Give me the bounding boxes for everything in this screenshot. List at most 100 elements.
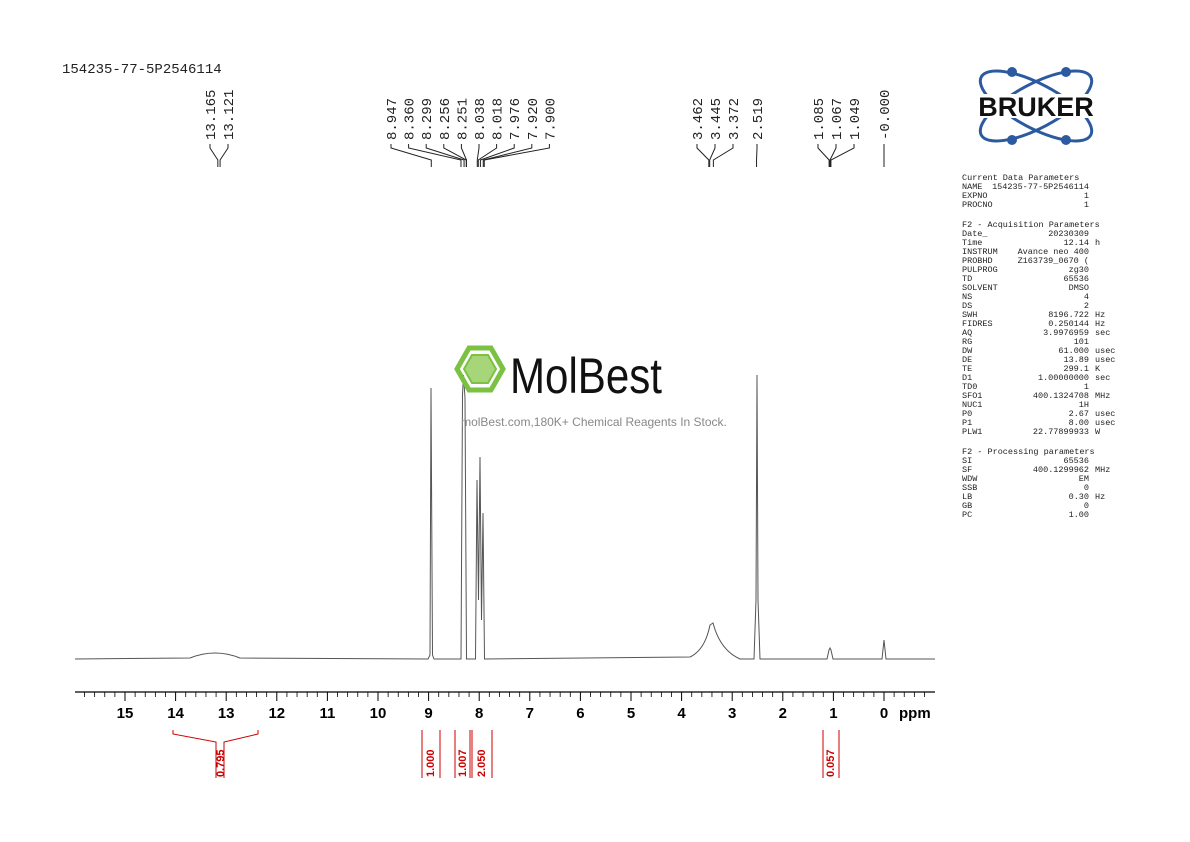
spectrum-trace [74, 374, 935, 660]
peak-connector [482, 144, 533, 167]
peak-label: 13.121 [222, 90, 238, 140]
x-tick-label: 6 [576, 705, 584, 722]
param-value: 8196.722 [1048, 310, 1089, 320]
peak-label: 1.067 [830, 98, 846, 140]
param-name: DE [962, 355, 972, 365]
watermark-brand: MolBest [510, 348, 662, 404]
peak-connector [709, 144, 716, 167]
x-tick-label: 13 [218, 705, 235, 722]
peak-label: 1.049 [848, 98, 864, 140]
peak-label: -0.000 [878, 90, 894, 140]
param-value: 8.00 [1069, 418, 1089, 428]
param-name: WDW [962, 474, 978, 484]
param-value: 1.00000000 [1038, 373, 1089, 383]
param-unit: usec [1095, 418, 1115, 428]
param-value: 0.30 [1069, 492, 1089, 502]
peak-connector [817, 144, 830, 167]
param-section-title: F2 - Processing parameters [962, 447, 1095, 457]
peak-label: 3.372 [727, 98, 743, 140]
peak-connector [712, 144, 734, 167]
param-value: 0.250144 [1048, 319, 1089, 329]
peak-label: 8.360 [403, 98, 419, 140]
param-unit: MHz [1095, 391, 1110, 401]
x-tick-label: 14 [167, 705, 184, 722]
param-name: P0 [962, 409, 972, 419]
logo-dot [1007, 135, 1017, 145]
param-value: 0 [1084, 483, 1089, 493]
param-name: SSB [962, 483, 977, 493]
integral-label: 1.000 [425, 749, 437, 777]
param-name: D1 [962, 373, 972, 383]
param-value: EM [1079, 474, 1089, 484]
integral-bracket [454, 730, 471, 778]
param-unit: sec [1095, 373, 1110, 383]
peak-label: 8.251 [455, 98, 471, 140]
param-value: 65536 [1063, 456, 1089, 466]
logo-dot [1007, 67, 1017, 77]
param-name: TD0 [962, 382, 977, 392]
logo-backing [958, 94, 1116, 118]
watermark-icon [454, 345, 506, 393]
param-name: RG [962, 337, 972, 347]
watermark: MolBest molBest.com,180K+ Chemical Reage… [454, 345, 727, 429]
x-tick-label: 5 [627, 705, 635, 722]
x-tick-label: 0 [880, 705, 888, 722]
x-tick-label: 9 [424, 705, 432, 722]
axis-unit: ppm [899, 705, 931, 722]
param-name: EXPNO [962, 191, 988, 201]
peak-connector [390, 144, 432, 167]
peak-connector [829, 144, 837, 167]
param-value: zg30 [1069, 265, 1089, 275]
param-name: DW [962, 346, 973, 356]
param-value: 2.67 [1069, 409, 1089, 419]
param-name: SF [962, 465, 972, 475]
param-value: 3.9976959 [1043, 328, 1089, 338]
peak-connector [479, 144, 515, 167]
logo-dot [1061, 67, 1071, 77]
param-value: 1.00 [1069, 510, 1089, 520]
peak-connector [830, 144, 855, 167]
integral-label: 0.057 [825, 749, 837, 777]
peak-connector [483, 144, 550, 167]
peak-label: 8.947 [385, 98, 401, 140]
param-value: Avance neo 400 [1018, 247, 1089, 257]
param-unit: MHz [1095, 465, 1110, 475]
logo-orbit [978, 69, 1094, 143]
x-tick-label: 2 [779, 705, 787, 722]
param-name: PROBHD [962, 256, 993, 266]
param-name: PROCNO [962, 200, 993, 210]
x-tick-label: 11 [319, 705, 335, 722]
peak-connector [443, 144, 467, 167]
param-value: 400.1324708 [1033, 391, 1089, 401]
peak-label: 3.462 [691, 98, 707, 140]
param-name: PULPROG [962, 265, 998, 275]
param-value: 400.1299962 [1033, 465, 1089, 475]
logo-orbit [978, 69, 1094, 143]
peak-label: 13.165 [204, 90, 220, 140]
param-name: TE [962, 364, 972, 374]
param-name: DS [962, 301, 972, 311]
param-name: SI [962, 456, 972, 466]
peak-label: 2.519 [751, 98, 767, 140]
param-name: SWH [962, 310, 977, 320]
param-value: 1H [1079, 400, 1089, 410]
x-tick-label: 12 [268, 705, 285, 722]
peak-label: 3.445 [709, 98, 725, 140]
param-name: FIDRES [962, 319, 993, 329]
param-value: 4 [1084, 292, 1089, 302]
param-name: INSTRUM [962, 247, 998, 257]
peak-label: 7.920 [526, 98, 542, 140]
x-tick-label: 15 [117, 705, 134, 722]
param-value: 61.000 [1058, 346, 1089, 356]
integral-bracket [822, 730, 840, 778]
param-value: 1 [1084, 200, 1089, 210]
param-value: 22.77899933 [1033, 427, 1089, 437]
peak-connector [476, 144, 480, 167]
param-value: 1 [1084, 191, 1089, 201]
watermark-tagline: molBest.com,180K+ Chemical Reagents In S… [461, 415, 727, 429]
param-value: Z163739_0670 ( [1018, 256, 1089, 266]
peak-label: 7.976 [508, 98, 524, 140]
param-name: NAME [962, 182, 982, 192]
peak-label: 8.038 [473, 98, 489, 140]
